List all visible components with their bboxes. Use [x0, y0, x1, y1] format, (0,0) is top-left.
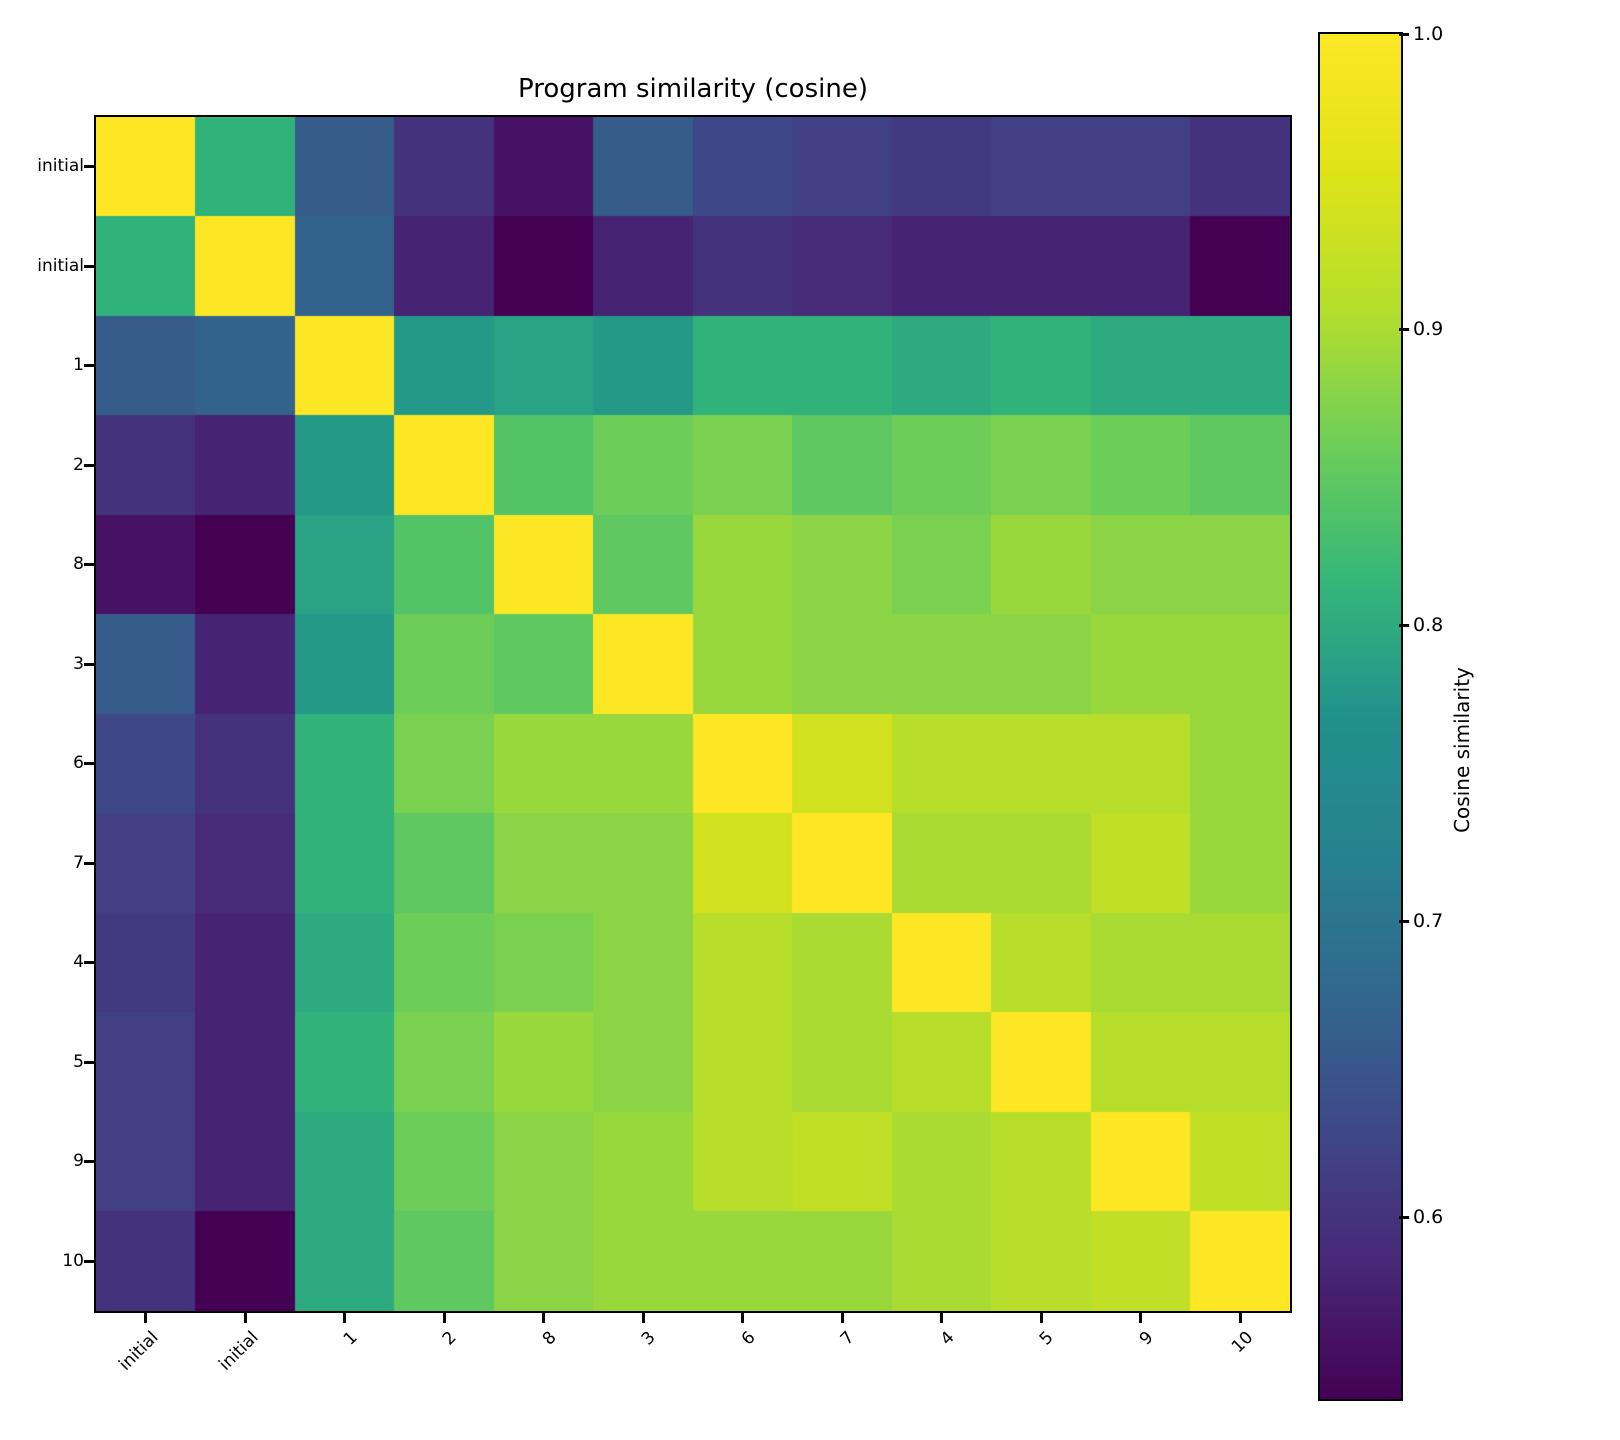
x-tick-label: 9 [1135, 1327, 1158, 1350]
colorbar-gradient [1320, 34, 1401, 1399]
x-tick-mark [1238, 1313, 1242, 1323]
colorbar-tick-label: 0.7 [1413, 910, 1444, 933]
x-tick-mark [243, 1313, 247, 1323]
y-tick-label: 3 [73, 653, 84, 674]
y-tick-label: 2 [73, 454, 84, 475]
colorbar-tick-mark [1399, 624, 1409, 628]
y-tick-label: 9 [73, 1151, 84, 1172]
x-tick-mark [741, 1313, 745, 1323]
x-tick-label: initial [115, 1327, 163, 1375]
x-tick-label: 7 [837, 1327, 859, 1350]
y-tick-label: initial [37, 255, 84, 276]
x-tick-label: 1 [339, 1327, 362, 1350]
x-tick-label: 3 [638, 1327, 660, 1350]
chart-title: Program similarity (cosine) [518, 74, 868, 104]
x-tick-mark [1039, 1313, 1043, 1323]
colorbar-tick-label: 0.8 [1413, 614, 1444, 637]
x-tick-mark [1139, 1313, 1143, 1323]
colorbar [1318, 32, 1403, 1401]
x-tick-mark [442, 1313, 446, 1323]
y-tick-label: 5 [73, 1051, 84, 1072]
y-tick-mark [84, 861, 94, 865]
y-tick-mark [84, 762, 94, 766]
y-tick-mark [84, 563, 94, 567]
colorbar-tick-label: 0.6 [1413, 1205, 1444, 1228]
y-tick-mark [84, 662, 94, 666]
x-tick-mark [144, 1313, 148, 1323]
y-tick-mark [84, 463, 94, 467]
x-tick-label: 10 [1227, 1327, 1257, 1358]
heatmap-frame [94, 115, 1292, 1313]
colorbar-tick-label: 0.9 [1413, 318, 1444, 341]
y-tick-mark [84, 961, 94, 965]
y-tick-label: 7 [73, 852, 84, 873]
x-tick-label: 4 [936, 1327, 959, 1350]
y-tick-label: 1 [73, 355, 84, 376]
y-tick-mark [84, 165, 94, 169]
y-tick-label: initial [37, 156, 84, 177]
colorbar-tick-mark [1399, 920, 1409, 924]
colorbar-tick-mark [1399, 328, 1409, 332]
y-tick-mark [84, 1060, 94, 1064]
x-tick-mark [940, 1313, 944, 1323]
x-tick-mark [641, 1313, 645, 1323]
colorbar-tick-label: 1.0 [1413, 22, 1444, 45]
x-tick-label: 2 [439, 1327, 461, 1350]
x-tick-label: 5 [1036, 1327, 1058, 1350]
y-tick-label: 8 [73, 554, 84, 575]
y-tick-mark [84, 364, 94, 368]
x-tick-label: 6 [737, 1327, 760, 1350]
y-tick-mark [84, 1160, 94, 1164]
y-tick-mark [84, 264, 94, 268]
colorbar-tick-mark [1399, 1215, 1409, 1219]
colorbar-tick-mark [1399, 32, 1409, 36]
x-tick-label: initial [214, 1327, 262, 1375]
y-tick-label: 10 [62, 1250, 84, 1271]
x-tick-mark [343, 1313, 347, 1323]
x-tick-label: 8 [538, 1327, 561, 1350]
heatmap-canvas [96, 117, 1290, 1311]
y-tick-label: 4 [73, 952, 84, 973]
colorbar-axis-label: Cosine similarity [1450, 667, 1474, 833]
y-tick-mark [84, 1259, 94, 1263]
y-tick-label: 6 [73, 753, 84, 774]
x-tick-mark [840, 1313, 844, 1323]
x-tick-mark [542, 1313, 546, 1323]
